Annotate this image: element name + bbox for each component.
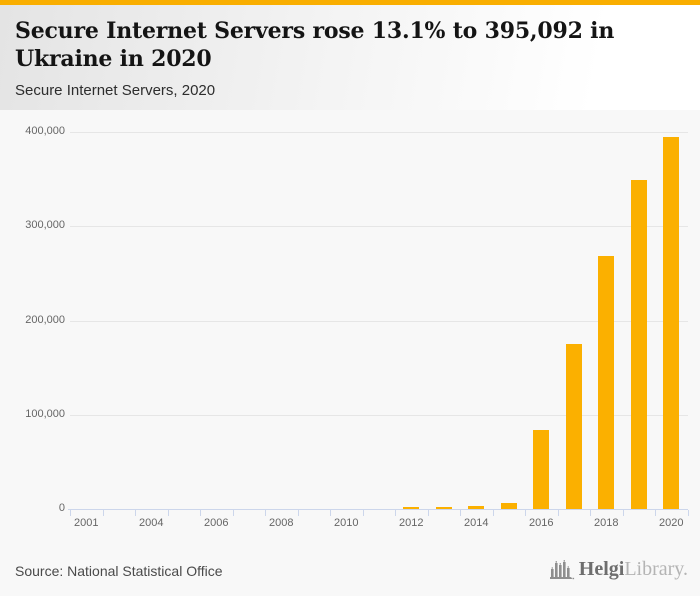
x-axis-label-2010: 2010 xyxy=(334,517,359,529)
bar-2014[interactable] xyxy=(468,505,485,509)
x-axis-tick xyxy=(135,510,136,516)
y-axis-label-0: 0 xyxy=(58,502,65,514)
x-axis-tick xyxy=(200,510,201,516)
x-axis-tick xyxy=(265,510,266,516)
gridline-400,000 xyxy=(70,132,688,133)
x-axis-label-2001: 2001 xyxy=(74,517,99,529)
x-axis-label-2014: 2014 xyxy=(464,517,489,529)
x-axis-tick xyxy=(687,510,689,516)
y-axis-label-200,000: 200,000 xyxy=(25,313,65,326)
logo-wordmark: HelgiLibrary. xyxy=(579,558,688,581)
chart-header: Secure Internet Servers rose 13.1% to 39… xyxy=(0,5,700,110)
x-axis-tick xyxy=(460,510,461,516)
x-axis-label-2018: 2018 xyxy=(594,517,619,529)
x-axis-tick xyxy=(70,510,71,516)
x-axis-tick xyxy=(395,510,396,516)
x-axis-label-2012: 2012 xyxy=(399,517,424,529)
source-text: Source: National Statistical Office xyxy=(15,563,223,579)
accent-top-bar xyxy=(0,0,700,5)
bar-2016[interactable] xyxy=(533,429,550,509)
x-axis-tick xyxy=(167,510,169,516)
gridline-300,000 xyxy=(70,226,688,228)
x-axis-tick xyxy=(427,510,429,516)
x-axis-label-2016: 2016 xyxy=(529,517,554,529)
x-axis-tick xyxy=(492,510,494,516)
bar-2015[interactable] xyxy=(500,503,517,509)
x-axis-tick xyxy=(330,510,331,516)
logo-brand-secondary: Library. xyxy=(624,557,688,580)
x-axis-tick xyxy=(362,510,364,516)
bar-2017[interactable] xyxy=(565,344,582,509)
x-axis-tick xyxy=(557,510,559,516)
gridline-100,000 xyxy=(70,414,688,416)
helgi-bars-logo-icon xyxy=(549,560,574,580)
x-axis-label-2020: 2020 xyxy=(659,517,684,529)
chart-title-line1: Secure Internet Servers rose 13.1% to 39… xyxy=(15,18,615,44)
x-axis-tick xyxy=(590,510,591,516)
chart-title: Secure Internet Servers rose 13.1% to 39… xyxy=(15,17,684,73)
bar-2013[interactable] xyxy=(435,507,452,509)
x-axis-label-2008: 2008 xyxy=(269,517,294,529)
x-axis-label-2006: 2006 xyxy=(204,517,229,529)
x-axis-tick xyxy=(232,510,234,516)
bar-2019[interactable] xyxy=(630,179,647,509)
x-axis-tick xyxy=(655,510,656,516)
x-axis-tick xyxy=(622,510,624,516)
helgi-library-logo[interactable]: HelgiLibrary. xyxy=(549,557,688,581)
x-axis-tick xyxy=(525,510,526,516)
bar-2018[interactable] xyxy=(598,256,615,509)
x-axis-tick xyxy=(102,510,104,516)
y-axis-label-300,000: 300,000 xyxy=(25,219,65,232)
bar-2012[interactable] xyxy=(403,507,420,509)
y-axis-label-100,000: 100,000 xyxy=(25,407,65,420)
x-axis-tick xyxy=(297,510,299,516)
y-axis-label-400,000: 400,000 xyxy=(25,125,65,137)
bar-2020[interactable] xyxy=(663,136,680,509)
x-axis-label-2004: 2004 xyxy=(139,517,164,529)
chart-footer: Source: National Statistical Office xyxy=(0,545,700,596)
logo-brand-primary: Helgi xyxy=(578,557,625,580)
chart-subtitle: Secure Internet Servers, 2020 xyxy=(15,82,216,99)
chart-title-line2: Ukraine in 2020 xyxy=(15,46,212,72)
x-axis-line xyxy=(68,509,688,510)
gridline-200,000 xyxy=(70,320,688,322)
chart-plot-area: 0 100,000 200,000 300,000 400,000 2001 2004 200… xyxy=(0,110,700,545)
